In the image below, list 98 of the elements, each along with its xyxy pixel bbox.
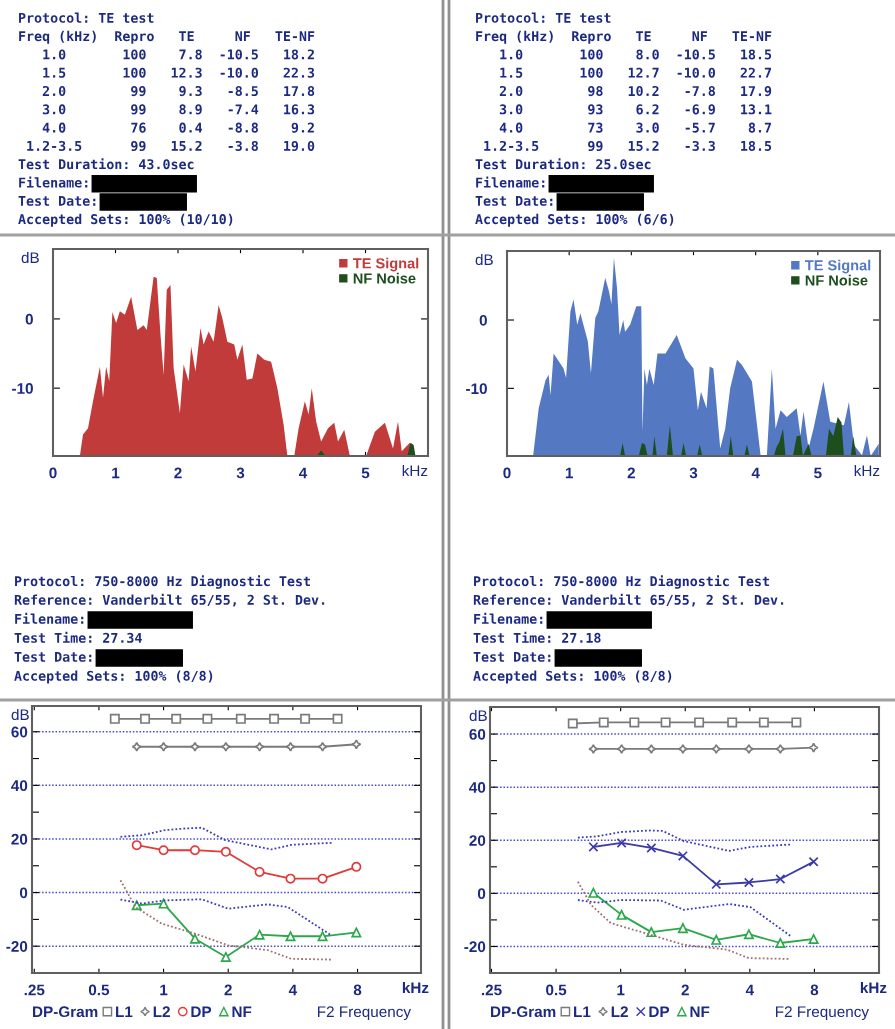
legend-label: L2 — [611, 1006, 628, 1017]
legend-label: NF — [232, 1006, 252, 1017]
x-axis-title: F2 Frequency — [776, 1006, 869, 1021]
text: Test Date: — [14, 651, 92, 662]
x-tick-label: .25 — [24, 984, 45, 996]
legend-label: L1 — [116, 1006, 133, 1017]
text: Test Date: — [18, 195, 96, 206]
text: Test Time: 27.34 — [14, 631, 142, 643]
x-tick-label: 8 — [810, 984, 819, 996]
y-tick-label: 0 — [19, 887, 28, 899]
y-tick-label: -20 — [6, 941, 28, 952]
text: Protocol: TE test — [476, 12, 611, 23]
x-axis-title: F2 Frequency — [318, 1006, 411, 1021]
y-tick-label: 20 — [11, 833, 28, 845]
text: 3.0 93 6.2 -6.9 13.1 — [499, 104, 772, 115]
y-tick-label: 0 — [477, 888, 486, 900]
text: 1.0 100 7.8 -10.5 18.2 — [43, 49, 314, 60]
x-tick-label: 0 — [49, 467, 57, 479]
y-axis-title: dB — [21, 251, 39, 264]
y-tick-label: 20 — [469, 835, 486, 846]
text: Accepted Sets: 100% (10/10) — [18, 213, 233, 227]
x-tick-label: 2 — [224, 984, 232, 996]
text: 1.2-3.5 99 15.2 -3.3 18.5 — [484, 140, 772, 152]
x-tick-label: 0 — [503, 467, 511, 479]
text: 1.2-3.5 99 15.2 -3.8 19.0 — [27, 140, 315, 152]
legend-label: NF Noise — [353, 272, 416, 284]
text: 1.5 100 12.7 -10.0 22.7 — [500, 67, 772, 78]
text: kHz — [402, 981, 429, 993]
x-axis-title: kHz — [854, 464, 880, 476]
y-axis-title: dB — [11, 708, 29, 721]
x-tick-label: 3 — [689, 467, 698, 479]
y-tick-label: 0 — [479, 314, 487, 326]
legend-label: DP — [191, 1006, 212, 1017]
legend-label: NF — [690, 1006, 710, 1017]
x-tick-label: 0.5 — [546, 984, 567, 996]
x-tick-label: 1 — [112, 467, 120, 479]
text: Filename: — [19, 176, 88, 188]
x-tick-label: 3 — [236, 467, 245, 479]
x-tick-label: 2 — [681, 984, 689, 996]
legend-title: DP-Gram — [491, 1006, 556, 1018]
y-axis-title: dB — [469, 709, 487, 722]
text: kHz — [860, 981, 887, 993]
y-tick-label: 60 — [11, 726, 28, 738]
x-tick-label: 4 — [298, 467, 308, 479]
x-tick-label: 1 — [617, 984, 625, 996]
x-tick-label: .25 — [481, 984, 502, 996]
text: Filename: — [476, 176, 545, 188]
y-tick-label: 40 — [11, 780, 28, 792]
text: Freq (kHz) Repro TE NF TE-NF — [19, 30, 315, 44]
text: Reference: Vanderbilt 65/55, 2 St. Dev. — [14, 593, 325, 607]
x-tick-label: 0.5 — [88, 984, 110, 996]
x-tick-label: 2 — [627, 467, 635, 479]
x-tick-label: 4 — [745, 984, 754, 996]
text: 2.0 98 10.2 -7.8 17.9 — [499, 85, 772, 97]
text: 3.0 99 8.9 -7.4 16.3 — [42, 104, 315, 115]
text: 4.0 73 3.0 -5.7 8.7 — [499, 122, 772, 133]
text: Test Duration: 25.0sec — [475, 158, 651, 170]
text: Reference: Vanderbilt 65/55, 2 St. Dev. — [473, 593, 784, 607]
text: 1.5 100 12.3 -10.0 22.3 — [43, 67, 315, 78]
text: Test Date: — [475, 195, 553, 206]
x-tick-label: 1 — [160, 984, 168, 996]
text: Accepted Sets: 100% (6/6) — [475, 213, 674, 227]
legend-label: TE Signal — [352, 257, 419, 272]
text: 4.0 76 0.4 -8.8 9.2 — [42, 122, 314, 133]
text: 1.0 100 8.0 -10.5 18.5 — [500, 49, 772, 60]
text: Freq (kHz) Repro TE NF TE-NF — [476, 30, 772, 44]
y-axis-title: dB — [475, 253, 493, 266]
y-tick-label: 40 — [469, 782, 486, 793]
text: Filename: — [15, 612, 84, 624]
x-tick-label: 2 — [174, 467, 182, 479]
x-tick-label: 8 — [353, 984, 362, 996]
text: 2.0 99 9.3 -8.5 17.8 — [42, 85, 315, 97]
text: Filename: — [474, 612, 543, 624]
legend-label: L1 — [574, 1006, 591, 1017]
y-tick-label: -10 — [12, 383, 33, 394]
text: Accepted Sets: 100% (8/8) — [473, 670, 672, 684]
x-tick-label: 5 — [814, 467, 822, 479]
legend-label: TE Signal — [804, 259, 871, 274]
text: Accepted Sets: 100% (8/8) — [14, 670, 213, 684]
text: Test Date: — [473, 651, 551, 662]
y-tick-label: 0 — [25, 313, 33, 325]
legend-label: DP — [649, 1006, 670, 1017]
y-tick-label: 60 — [469, 728, 486, 740]
text: Test Time: 27.18 — [473, 631, 601, 643]
legend-title: DP-Gram — [33, 1006, 98, 1018]
x-axis-title: kHz — [402, 464, 428, 476]
x-tick-label: 5 — [361, 467, 370, 479]
y-tick-label: -20 — [464, 941, 486, 953]
x-tick-label: 4 — [751, 467, 760, 479]
y-tick-label: -10 — [466, 383, 487, 395]
legend-label: L2 — [153, 1006, 170, 1017]
x-tick-label: 1 — [565, 467, 573, 479]
legend-label: NF Noise — [805, 274, 868, 286]
text: Protocol: TE test — [19, 12, 154, 23]
x-tick-label: 4 — [288, 984, 298, 996]
text: Test Duration: 43.0sec — [18, 158, 194, 170]
text: Protocol: 750-8000 Hz Diagnostic Test — [474, 575, 769, 589]
text: Protocol: 750-8000 Hz Diagnostic Test — [15, 575, 310, 589]
